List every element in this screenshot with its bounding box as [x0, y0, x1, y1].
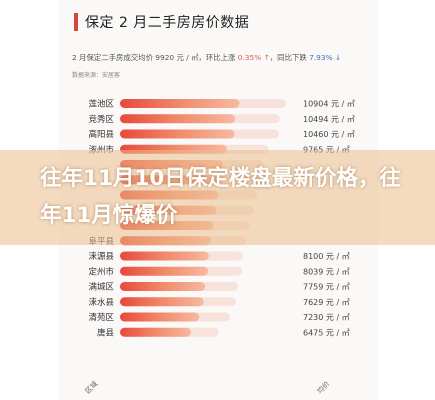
bar [120, 282, 206, 291]
summary-prefix: 2 月保定二手房成交均价 9920 元 / ㎡，环比上涨 [72, 53, 236, 62]
bottom-label: 均价 [315, 379, 331, 395]
bar [120, 129, 235, 139]
headline-text: 往年11月10日保定楼盘最新价格，往年11月惊爆价 [40, 166, 401, 228]
value-label: 10494 元 / ㎡ [303, 115, 355, 124]
value-label: 8100 元 / ㎡ [303, 252, 350, 261]
bottom-label: 区域 [83, 379, 99, 395]
value-label: 10460 元 / ㎡ [303, 130, 355, 139]
category-label: 涿州市 [88, 144, 114, 155]
summary-line: 2 月保定二手房成交均价 9920 元 / ㎡，环比上涨 0.35% ↑，同比下… [72, 52, 372, 63]
mom-change: 0.35% ↑ [237, 53, 270, 62]
bar [120, 297, 204, 307]
value-label: 6475 元 / ㎡ [303, 328, 350, 337]
chart-title: 保定 2 月二手房房价数据 [85, 15, 250, 31]
category-label: 高阳县 [88, 129, 114, 140]
bar [120, 312, 200, 322]
category-label: 莲池区 [88, 99, 114, 110]
bar [120, 327, 191, 337]
bar [120, 114, 236, 124]
category-label: 竞秀区 [88, 114, 114, 125]
category-label: 定州市 [88, 266, 114, 277]
title-accent-bar [74, 13, 78, 31]
value-label: 7759 元 / ㎡ [303, 283, 350, 292]
data-source: 数据来源：安居客 [72, 72, 121, 79]
yoy-change: 7.93% ↓ [309, 53, 342, 62]
yoy-prefix: ，同比下跌 [269, 53, 307, 62]
value-label: 10904 元 / ㎡ [303, 100, 355, 109]
category-label: 唐县 [97, 327, 115, 338]
value-label: 7230 元 / ㎡ [303, 313, 350, 322]
category-label: 清苑区 [88, 312, 114, 323]
category-label: 涞水县 [88, 297, 114, 308]
value-label: 7629 元 / ㎡ [303, 298, 350, 307]
category-label: 满城区 [88, 282, 114, 293]
bar [120, 251, 209, 261]
value-label: 9765 元 / ㎡ [303, 145, 350, 154]
bar [120, 99, 240, 108]
category-label: 涞源县 [88, 252, 114, 262]
value-label: 8039 元 / ㎡ [303, 267, 350, 276]
bar [120, 266, 209, 276]
headline-overlay [0, 150, 435, 245]
